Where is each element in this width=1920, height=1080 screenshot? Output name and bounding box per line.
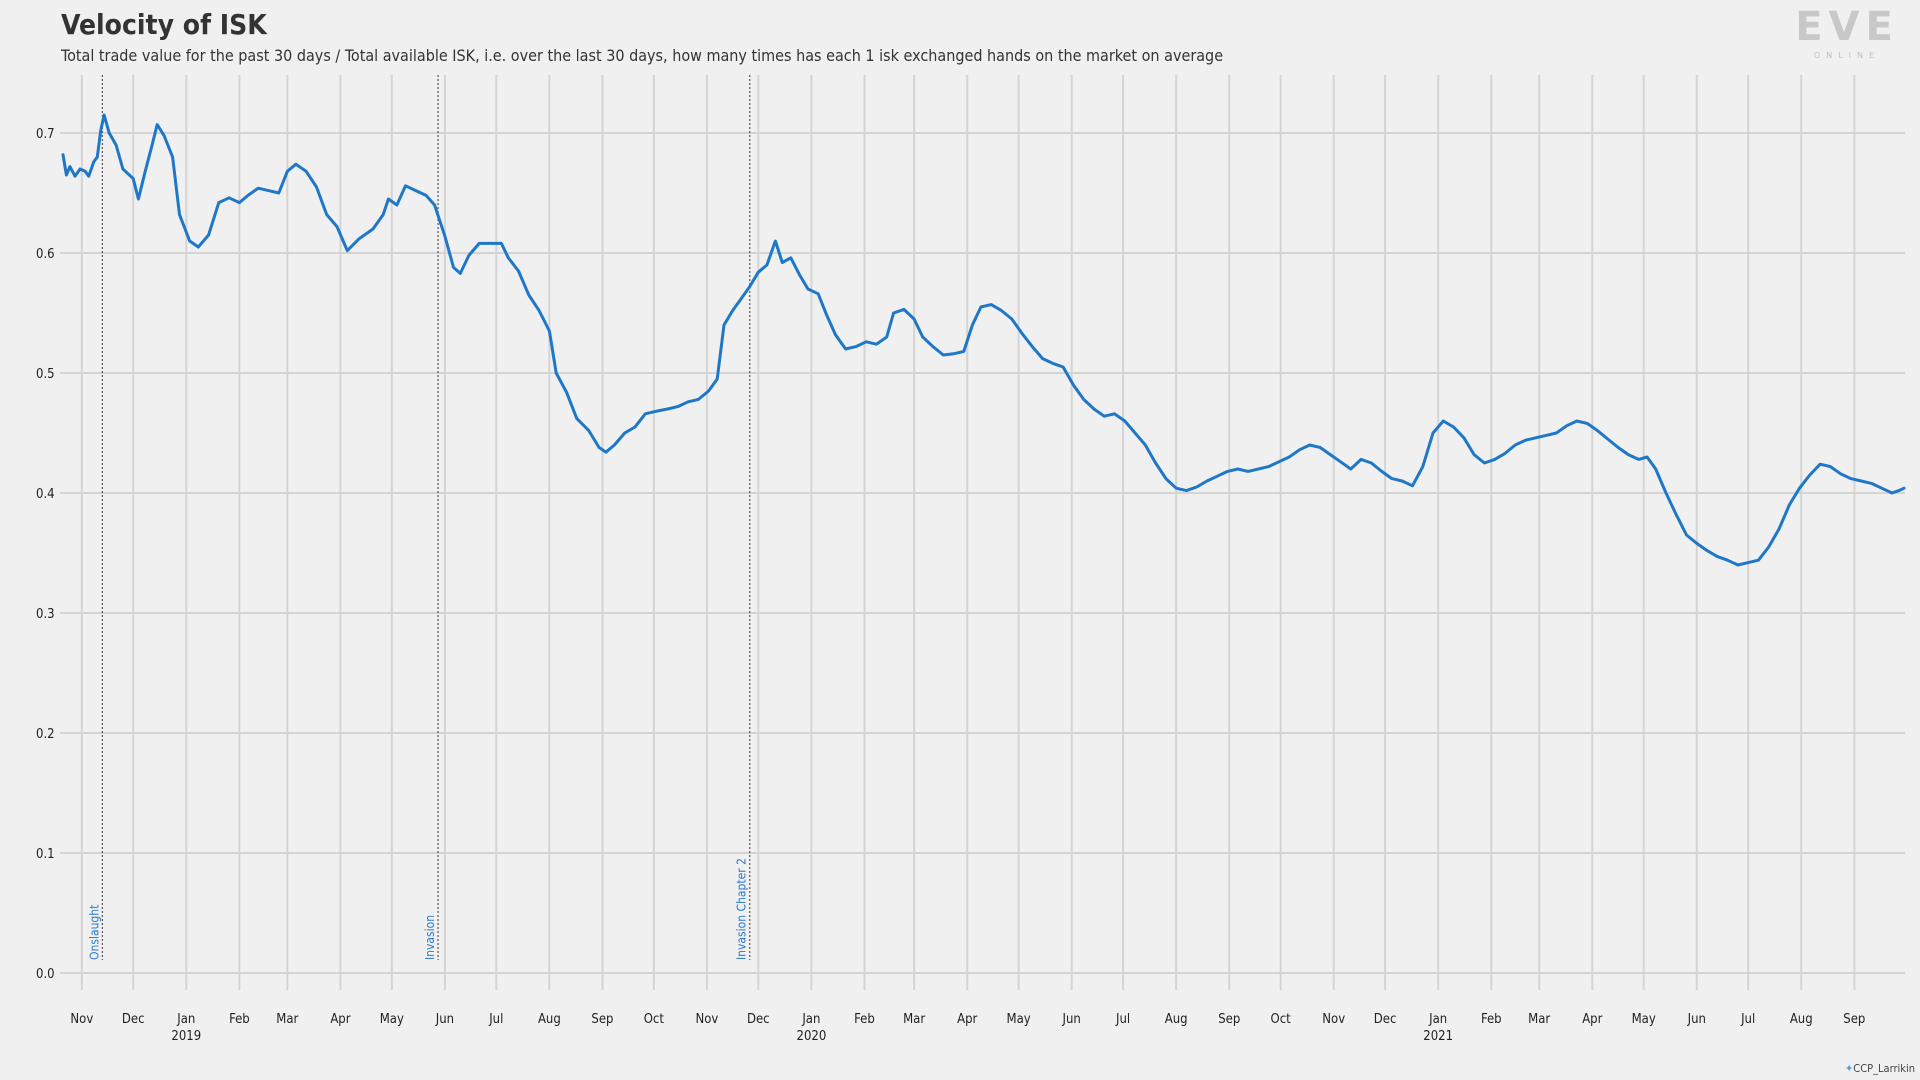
- y-tick-label: 0.4: [36, 487, 55, 502]
- event-label: Invasion: [423, 915, 437, 960]
- y-tick-label: 0.7: [36, 127, 55, 142]
- y-tick-label: 0.1: [36, 847, 55, 862]
- x-tick-label: Oct: [644, 1012, 665, 1027]
- bird-icon: ✦: [1845, 1062, 1854, 1075]
- chart-title: Velocity of ISK: [61, 8, 267, 41]
- x-tick-label: Nov: [1322, 1012, 1345, 1027]
- x-tick-label: Jun: [1687, 1012, 1706, 1027]
- x-tick-label: Feb: [854, 1012, 875, 1027]
- x-tick-label: Jul: [1740, 1012, 1755, 1027]
- x-axis: Nov Dec Jan 2019 Feb Mar Apr May Jun Jul Aug Sep Oct…: [70, 1012, 1865, 1044]
- x-tick-label: Nov: [70, 1012, 93, 1027]
- y-tick-label: 0.2: [36, 727, 55, 742]
- x-tick-label: Sep: [1843, 1012, 1865, 1027]
- x-tick-label: Jul: [488, 1012, 503, 1027]
- event-markers: Onslaught Invasion Invasion Chapter 2: [87, 75, 751, 960]
- chart-subtitle: Total trade value for the past 30 days /…: [61, 46, 1224, 65]
- x-tick-label: Sep: [591, 1012, 613, 1027]
- x-tick-label: Mar: [1528, 1012, 1550, 1027]
- x-tick-label: Jan: [801, 1012, 820, 1027]
- logo-tag: ONLINE: [1814, 51, 1880, 60]
- x-tick-label: Aug: [538, 1012, 561, 1027]
- y-axis: 0.0 0.1 0.2 0.3 0.4 0.5 0.6 0.7: [36, 127, 55, 982]
- logo-word: EVE: [1795, 4, 1899, 50]
- x-tick-label: Aug: [1790, 1012, 1813, 1027]
- x-tick-label: Jul: [1115, 1012, 1130, 1027]
- x-year-label: 2019: [171, 1029, 201, 1044]
- credit-text: CCP_Larrikin: [1853, 1062, 1916, 1075]
- x-tick-label: Oct: [1271, 1012, 1292, 1027]
- y-tick-label: 0.0: [36, 967, 55, 982]
- eve-online-logo: EVE ONLINE: [1780, 4, 1915, 62]
- credit-label: ✦CCP_Larrikin: [1845, 1062, 1915, 1075]
- x-tick-label: Apr: [1582, 1012, 1602, 1027]
- x-tick-label: Jan: [176, 1012, 195, 1027]
- x-tick-label: May: [1007, 1012, 1031, 1027]
- event-label: Invasion Chapter 2: [735, 858, 749, 960]
- x-tick-label: Dec: [747, 1012, 770, 1027]
- x-tick-label: Jan: [1428, 1012, 1447, 1027]
- chart-grid: [60, 75, 1905, 990]
- x-tick-label: Jun: [435, 1012, 454, 1027]
- x-tick-label: Feb: [1481, 1012, 1502, 1027]
- event-label: Onslaught: [87, 905, 101, 960]
- x-year-label: 2020: [797, 1029, 827, 1044]
- x-tick-label: Dec: [122, 1012, 145, 1027]
- series-line: [61, 113, 1906, 567]
- y-tick-label: 0.6: [36, 247, 55, 262]
- x-tick-label: May: [380, 1012, 404, 1027]
- x-tick-label: Dec: [1374, 1012, 1397, 1027]
- x-tick-label: May: [1632, 1012, 1656, 1027]
- y-tick-label: 0.3: [36, 607, 55, 622]
- x-tick-label: Mar: [903, 1012, 925, 1027]
- x-tick-label: Sep: [1218, 1012, 1240, 1027]
- x-year-label: 2021: [1423, 1029, 1453, 1044]
- y-tick-label: 0.5: [36, 367, 55, 382]
- x-tick-label: Nov: [696, 1012, 719, 1027]
- x-tick-label: Apr: [330, 1012, 350, 1027]
- x-tick-label: Apr: [957, 1012, 977, 1027]
- x-tick-label: Jun: [1062, 1012, 1081, 1027]
- x-tick-label: Mar: [276, 1012, 298, 1027]
- series-group: [61, 113, 1906, 567]
- x-tick-label: Aug: [1165, 1012, 1188, 1027]
- x-tick-label: Feb: [229, 1012, 250, 1027]
